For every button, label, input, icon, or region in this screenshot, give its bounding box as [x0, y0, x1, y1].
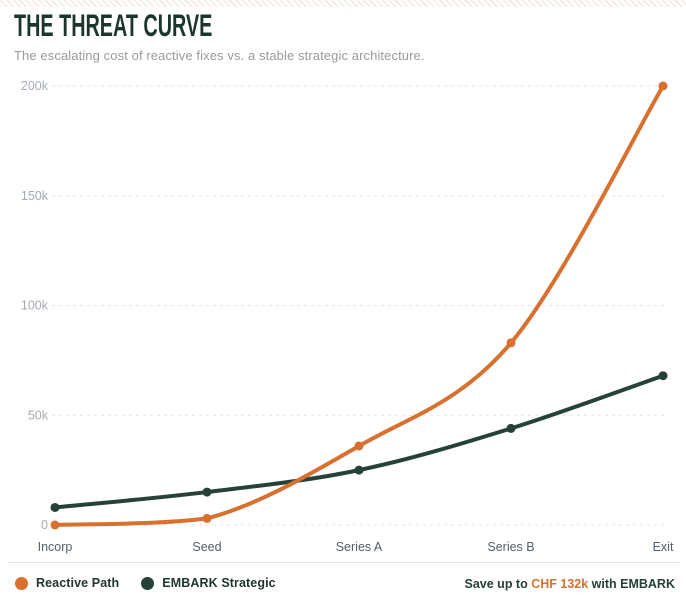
savings-suffix: with EMBARK — [588, 577, 675, 591]
chart-header: THE THREAT CURVE The escalating cost of … — [14, 8, 425, 63]
legend-label-embark-strategic: EMBARK Strategic — [162, 576, 276, 590]
top-texture-strip — [0, 0, 686, 7]
y-tick-label: 100k — [21, 299, 49, 313]
x-tick-label: Incorp — [38, 540, 73, 554]
data-point-embark-strategic — [506, 423, 516, 433]
savings-note: Save up to CHF 132k with EMBARK — [465, 577, 675, 591]
data-point-reactive-path — [354, 441, 364, 451]
legend-item-reactive-path: Reactive Path — [15, 576, 119, 590]
data-point-embark-strategic — [50, 502, 60, 512]
data-point-reactive-path — [658, 81, 668, 91]
y-tick-label: 200k — [21, 79, 49, 93]
data-point-reactive-path — [506, 338, 516, 348]
page-title: THE THREAT CURVE — [14, 8, 213, 44]
x-tick-label: Series A — [336, 540, 383, 554]
legend-swatch-embark-strategic-icon — [141, 576, 155, 590]
legend-label-reactive-path: Reactive Path — [36, 576, 120, 590]
chart-legend: Reactive Path EMBARK Strategic — [15, 576, 276, 590]
page-subtitle: The escalating cost of reactive fixes vs… — [14, 48, 425, 63]
x-tick-label: Exit — [653, 540, 674, 554]
y-tick-label: 50k — [28, 408, 49, 422]
legend-item-embark-strategic: EMBARK Strategic — [141, 576, 276, 590]
x-tick-label: Series B — [487, 540, 534, 554]
data-point-embark-strategic — [354, 465, 364, 475]
data-point-embark-strategic — [202, 487, 212, 497]
savings-highlight: CHF 132k — [531, 577, 589, 591]
legend-swatch-reactive-path-icon — [15, 576, 28, 590]
savings-prefix: Save up to — [464, 577, 532, 591]
data-point-reactive-path — [50, 520, 60, 530]
series-line-reactive-path — [53, 84, 665, 527]
y-tick-label: 0 — [41, 518, 48, 532]
data-point-reactive-path — [202, 513, 212, 523]
y-tick-label: 150k — [21, 189, 49, 203]
x-tick-label: Seed — [192, 540, 221, 554]
footer-divider — [8, 562, 680, 563]
data-point-embark-strategic — [658, 371, 668, 381]
